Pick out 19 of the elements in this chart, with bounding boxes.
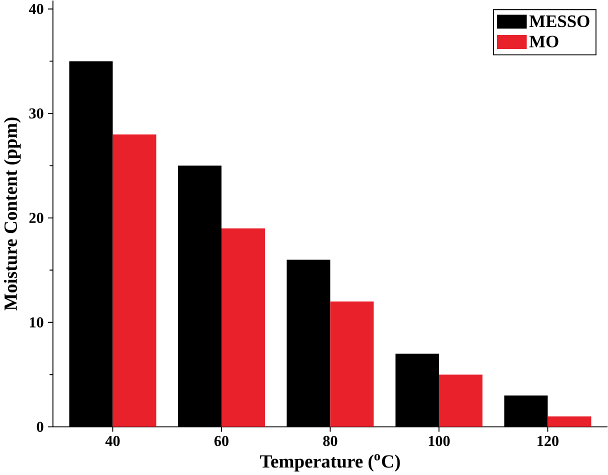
x-tick-label: 100 — [428, 436, 450, 446]
y-tick-label: 20 — [29, 212, 44, 223]
bar — [112, 134, 156, 427]
y-axis-title: Moisture Content (ppm) — [4, 117, 21, 310]
x-axis-title: Temperature ($^{o}$C) — [260, 454, 400, 472]
x-tick-label: 120 — [538, 436, 558, 446]
x-tick-label: 80 — [323, 436, 338, 446]
legend-label: MO — [529, 36, 558, 48]
x-tick-label: 60 — [214, 436, 228, 446]
y-tick-label: 30 — [29, 108, 44, 118]
bar — [221, 228, 265, 427]
legend-label: MESSO — [529, 15, 590, 27]
y-tick-label: 10 — [30, 317, 44, 328]
y-tick-label: 40 — [28, 4, 44, 14]
bar — [438, 374, 482, 427]
y-tick-label: 0 — [36, 422, 44, 432]
bar — [330, 301, 374, 427]
x-tick-label: 40 — [105, 436, 120, 446]
bar — [548, 416, 592, 427]
